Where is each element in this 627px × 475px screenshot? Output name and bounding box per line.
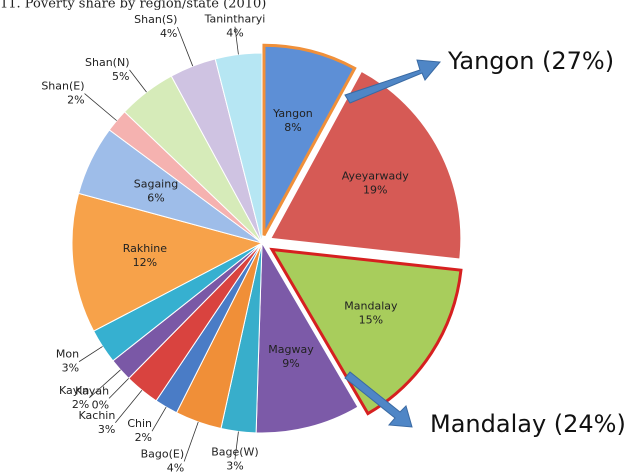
leader-line (177, 26, 194, 67)
slice-value: 6% (147, 192, 164, 205)
slice-value: 12% (133, 256, 157, 269)
slice-value: 2% (67, 94, 84, 107)
leader-line (84, 93, 117, 121)
pie-slice (255, 241, 359, 434)
slice-label: Magway (268, 343, 314, 356)
arrow (344, 59, 441, 104)
pie-slice (262, 43, 357, 236)
slice-label: Shan(S) (134, 13, 177, 26)
chart-title: 11. Poverty share by region/state (2010) (0, 0, 266, 12)
slice-label: Kayin (59, 384, 89, 397)
pie-slice (214, 52, 263, 244)
leader-line (115, 389, 143, 424)
leader-line (129, 69, 147, 93)
slice-value: 9% (282, 357, 299, 370)
slice-value: 8% (284, 121, 301, 134)
slice-value: 4% (226, 27, 243, 40)
slice-value: 19% (363, 184, 387, 197)
pie-slice (71, 192, 264, 332)
slice-label: Chin (127, 417, 152, 430)
leader-line (78, 346, 103, 362)
slice-value: 3% (226, 459, 243, 472)
slice-label: Mon (56, 348, 79, 361)
slice-label: Rakhine (123, 242, 168, 255)
slice-value: 4% (167, 462, 184, 475)
slice-label: Yangon (272, 107, 313, 120)
arrows (344, 59, 441, 428)
slice-label: Bage(W) (211, 445, 259, 458)
slice-label: Bago(E) (141, 448, 185, 461)
leader-line (234, 431, 239, 460)
slice-value: 4% (160, 27, 177, 40)
slice-value: 2% (135, 431, 152, 444)
slice-label: Tanintharyi (204, 13, 266, 26)
slice-label: Kachin (79, 409, 116, 422)
leader-line (108, 378, 129, 399)
annotation: Mandalay (24%) (430, 410, 626, 438)
pie (71, 43, 463, 434)
slice-value: 3% (62, 362, 79, 375)
slice-value: 3% (98, 423, 115, 436)
leader-line (183, 421, 199, 462)
slice-value: 5% (112, 70, 129, 83)
slice-label: Sagaing (134, 178, 178, 191)
slice-label: Shan(N) (85, 56, 129, 69)
leader-line (234, 26, 239, 55)
annotation: Yangon (27%) (447, 47, 614, 75)
slice-label: Ayeyarwady (342, 170, 410, 183)
arrow (344, 371, 413, 428)
slice-value: 15% (359, 314, 383, 327)
slice-label: Shan(E) (41, 80, 84, 93)
leader-line (151, 406, 167, 432)
slice-value: 0% (92, 398, 109, 411)
leader-line (89, 369, 121, 399)
slice-label: Mandalay (344, 300, 398, 313)
slice-value: 2% (72, 398, 89, 411)
